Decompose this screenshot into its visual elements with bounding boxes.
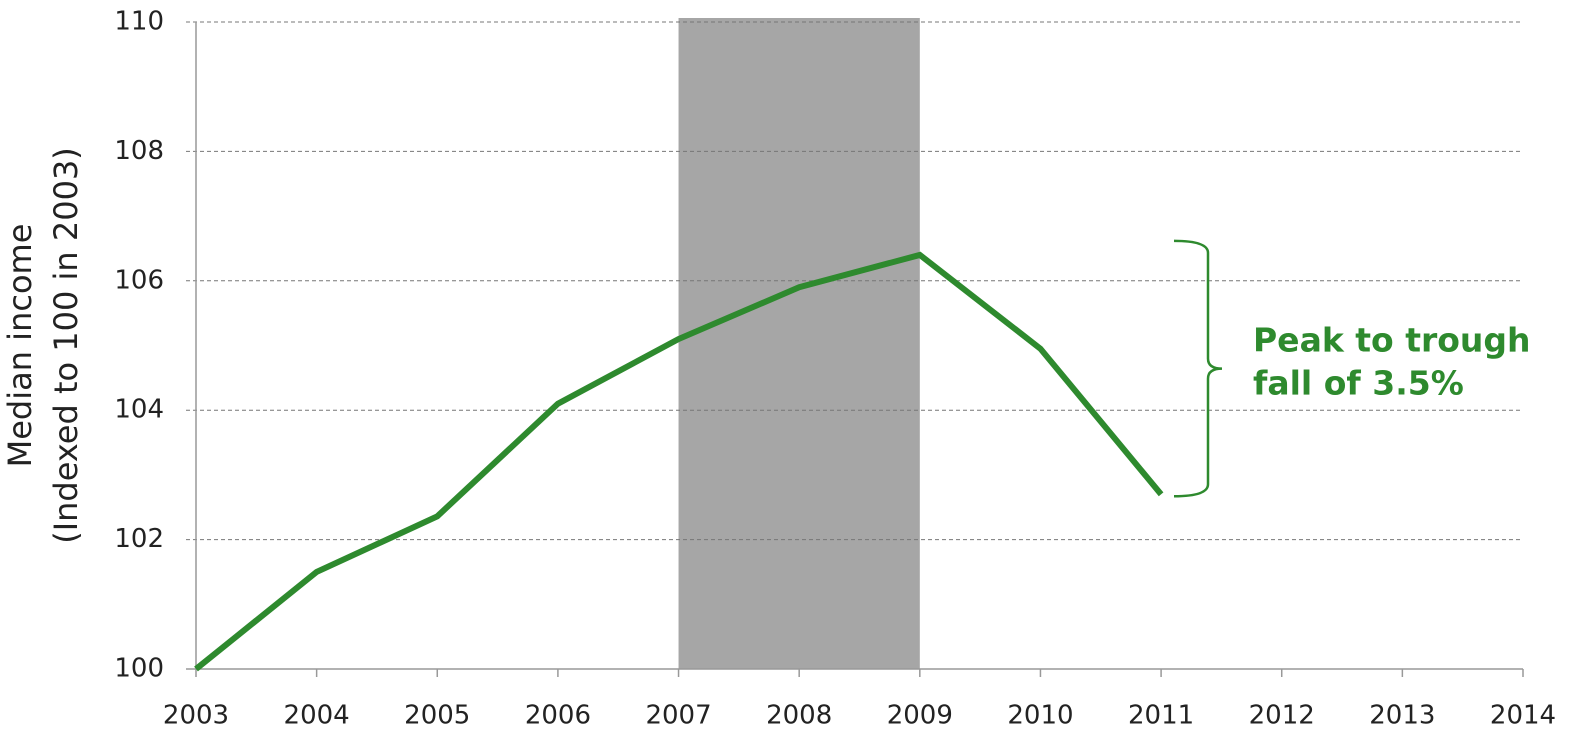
x-tick-label: 2009 (887, 701, 953, 731)
y-axis-label: Median income (Indexed to 100 in 2003) (1, 147, 85, 544)
x-tick-label: 2014 (1490, 701, 1556, 731)
y-tick-label: 102 (114, 524, 164, 554)
annotation-bracket (1173, 239, 1223, 498)
x-tick-label: 2006 (525, 701, 591, 731)
y-tick-label: 106 (114, 265, 164, 295)
y-axis-label-line: (Indexed to 100 in 2003) (47, 147, 85, 544)
y-tick-label: 100 (114, 654, 164, 684)
x-tick-label: 2012 (1249, 701, 1315, 731)
annotation-text: Peak to trough (1253, 321, 1531, 360)
y-tick-label: 104 (114, 395, 164, 425)
y-tick-label: 108 (114, 136, 164, 166)
annotation-text: fall of 3.5% (1253, 364, 1464, 403)
x-tick-label: 2008 (766, 701, 832, 731)
y-tick-label: 110 (114, 7, 164, 37)
x-tick-label: 2010 (1007, 701, 1073, 731)
x-tick-label: 2005 (404, 701, 470, 731)
shaded-period (678, 18, 920, 669)
x-tick-label: 2013 (1369, 701, 1435, 731)
y-axis-label-line: Median income (1, 224, 39, 468)
x-tick-label: 2007 (645, 701, 711, 731)
x-tick-label: 2011 (1128, 701, 1194, 731)
x-tick-label: 2004 (284, 701, 350, 731)
data-line (194, 251, 1164, 672)
x-tick-label: 2003 (163, 701, 229, 731)
